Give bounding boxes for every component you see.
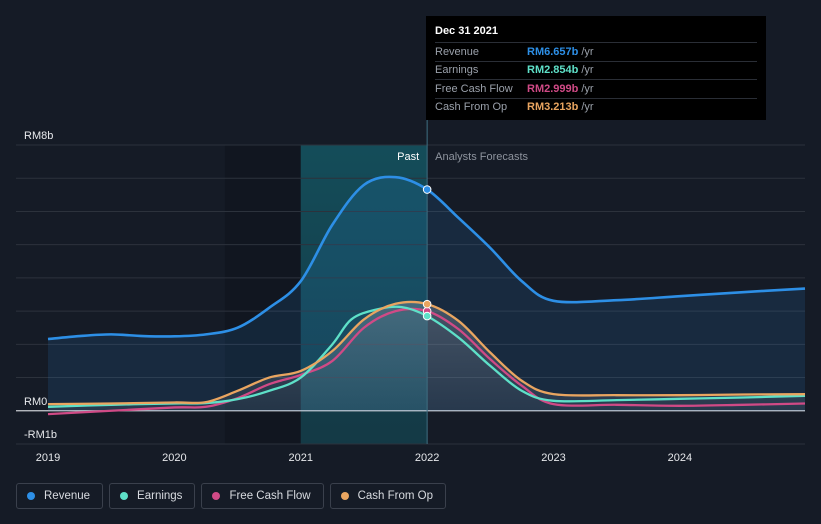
legend-label: Revenue — [44, 490, 91, 502]
tooltip-label: Cash From Op — [435, 101, 508, 114]
tooltip-unit: /yr — [581, 82, 594, 95]
tooltip-unit: /yr — [581, 45, 594, 58]
legend-dot-icon — [27, 492, 35, 500]
legend-label: Earnings — [137, 490, 183, 502]
x-axis-tick-label: 2022 — [415, 452, 439, 464]
legend-dot-icon — [212, 492, 221, 500]
tooltip-row-revenue: Revenue RM6.657b /yr — [435, 42, 757, 61]
forecast-label: Analysts Forecasts — [435, 151, 528, 163]
cash-from-op-area — [48, 301, 805, 411]
y-axis-label: -RM1b — [24, 429, 57, 441]
data-point-earnings — [422, 311, 432, 321]
tooltip: Dec 31 2021 Revenue RM6.657b /yr Earning… — [426, 16, 766, 120]
tooltip-value: RM6.657b — [527, 45, 579, 58]
tooltip-value: RM3.213b — [527, 101, 579, 114]
tooltip-value: RM2.999b — [527, 82, 579, 95]
y-axis-label: RM8b — [24, 130, 53, 142]
x-axis-tick-label: 2024 — [668, 452, 692, 464]
legend-item-earnings[interactable]: Earnings — [109, 483, 196, 509]
series-line-earnings — [47, 305, 806, 408]
series-line-revenue — [47, 175, 806, 341]
legend-item-revenue[interactable]: Revenue — [16, 483, 104, 509]
x-axis-tick-label: 2021 — [289, 452, 313, 464]
series-line-cash-from-op — [47, 300, 806, 406]
legend-label: Free Cash Flow — [229, 490, 311, 502]
series-line-free-cash-flow — [47, 307, 806, 416]
tooltip-value: RM2.854b — [527, 64, 579, 77]
legend: Revenue Earnings Free Cash Flow Cash Fro… — [16, 483, 447, 509]
data-point-cash-from-op — [422, 299, 432, 309]
x-axis-tick-label: 2019 — [36, 452, 60, 464]
tooltip-unit: /yr — [581, 64, 594, 77]
tooltip-label: Free Cash Flow — [435, 82, 513, 95]
tooltip-unit: /yr — [581, 101, 594, 114]
data-point-revenue — [422, 185, 432, 194]
tooltip-row-free-cash-flow: Free Cash Flow RM2.999b /yr — [435, 79, 757, 98]
y-axis-label: RM0 — [24, 396, 47, 408]
x-axis-tick-label: 2020 — [162, 452, 186, 464]
legend-dot-icon — [120, 492, 129, 500]
tooltip-date: Dec 31 2021 — [435, 25, 498, 37]
legend-item-free-cash-flow[interactable]: Free Cash Flow — [201, 483, 324, 509]
revenue-area — [48, 176, 805, 411]
legend-label: Cash From Op — [357, 490, 434, 502]
past-label: Past — [397, 151, 419, 163]
tooltip-row-cash-from-op: Cash From Op RM3.213b /yr — [435, 97, 757, 117]
tooltip-label: Earnings — [435, 64, 479, 77]
tooltip-row-earnings: Earnings RM2.854b /yr — [435, 60, 757, 80]
legend-item-cash-from-op[interactable]: Cash From Op — [329, 483, 447, 509]
tooltip-label: Revenue — [435, 45, 480, 58]
legend-dot-icon — [340, 492, 349, 500]
x-axis-tick-label: 2023 — [541, 452, 565, 464]
